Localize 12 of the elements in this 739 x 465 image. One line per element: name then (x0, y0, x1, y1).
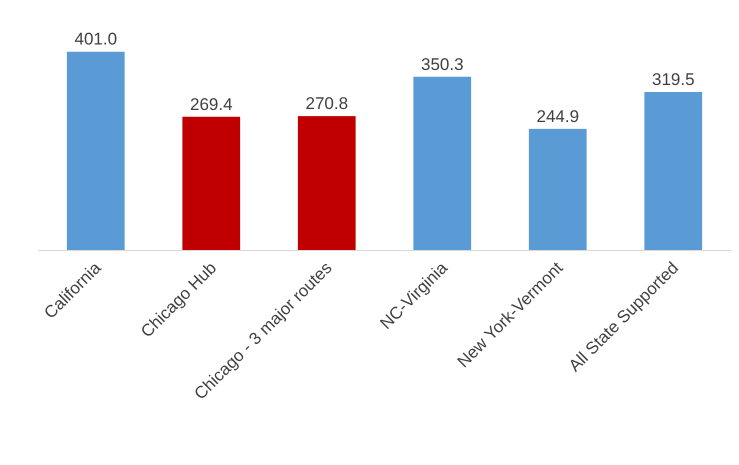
bar (413, 76, 472, 250)
bar (66, 52, 125, 250)
data-label: 319.5 (652, 70, 695, 90)
data-label: 244.9 (536, 106, 580, 126)
bar (182, 116, 240, 250)
bar (298, 116, 356, 250)
data-label: 401.0 (74, 30, 118, 49)
bar (528, 128, 587, 250)
data-label: 269.4 (190, 94, 233, 114)
data-label: 350.3 (420, 54, 464, 74)
data-label: 270.8 (305, 94, 348, 114)
bar (644, 92, 702, 250)
